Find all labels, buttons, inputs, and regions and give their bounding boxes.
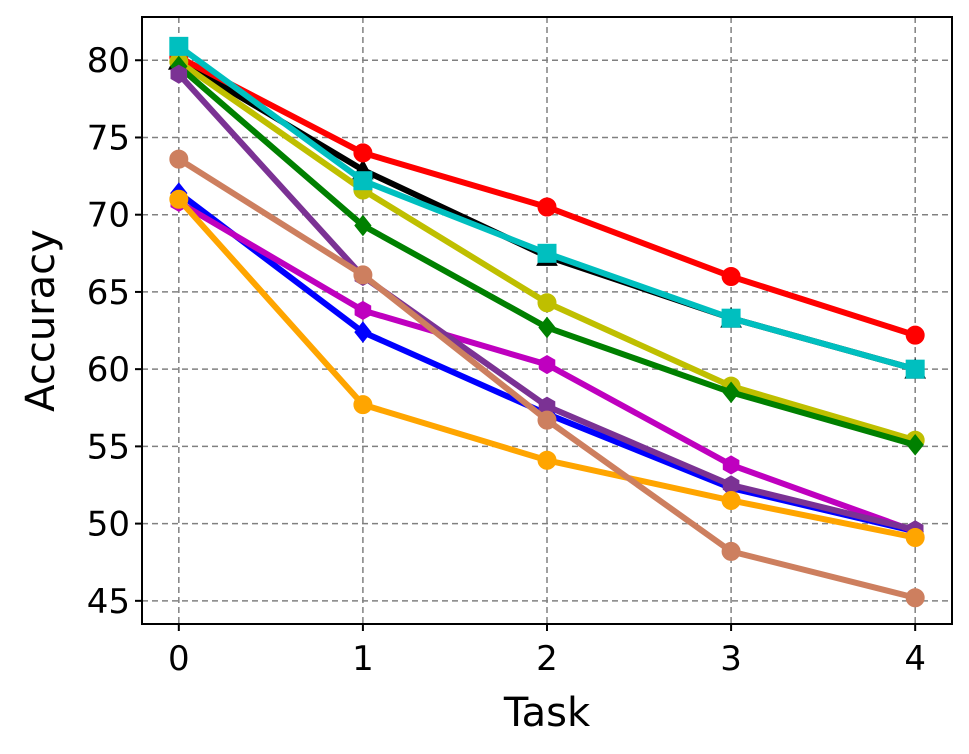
data-point [538,316,556,339]
series-3 [170,55,924,456]
y-tick-label: 60 [87,350,130,390]
x-tick-label: 1 [352,639,374,679]
data-point [537,450,557,470]
y-tick-label: 65 [87,273,130,313]
series-4 [169,36,925,379]
y-tick-label: 45 [87,582,130,622]
data-point [354,300,372,321]
x-tick-label: 0 [168,639,190,679]
series-layer [167,36,927,608]
x-tick-label: 4 [904,639,926,679]
data-point [722,455,740,475]
x-axis-label: Task [503,690,591,736]
data-point [537,410,557,430]
data-point [905,588,925,608]
data-point [354,214,372,237]
y-tick-label: 75 [87,118,130,158]
data-point [537,243,557,263]
data-point [905,528,925,548]
data-point [354,321,372,343]
data-point [353,143,373,163]
y-tick-label: 70 [87,196,130,236]
grid [142,17,952,624]
data-point [721,541,741,561]
y-tick-label: 80 [87,41,130,81]
y-axis-label: Accuracy [18,229,64,412]
data-point [905,359,925,379]
series-8 [169,189,925,548]
data-point [353,171,373,191]
data-point [169,189,189,209]
data-point [170,64,188,84]
series-9 [169,149,925,608]
data-point [721,308,741,328]
data-point [353,395,373,415]
data-point [169,36,189,56]
x-tick-label: 2 [536,639,558,679]
data-point [538,354,556,375]
x-tick-label: 3 [720,639,742,679]
data-point [537,293,557,313]
data-point [722,381,740,404]
axes: 0 1 2 3 4 45 50 55 60 65 70 75 80 [87,41,926,679]
data-point [721,490,741,510]
y-tick-label: 50 [87,505,130,545]
y-tick-label: 55 [87,427,130,467]
data-point [721,266,741,286]
data-point [905,325,925,345]
data-point [169,149,189,169]
data-point [537,197,557,217]
data-point [353,265,373,285]
data-point [906,434,924,456]
